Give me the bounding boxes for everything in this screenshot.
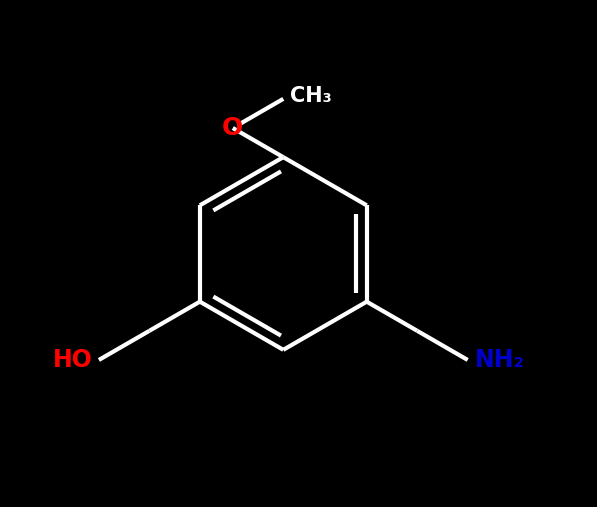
- Text: NH₂: NH₂: [475, 348, 525, 372]
- Text: O: O: [222, 116, 244, 140]
- Text: HO: HO: [53, 348, 93, 372]
- Text: CH₃: CH₃: [290, 86, 331, 106]
